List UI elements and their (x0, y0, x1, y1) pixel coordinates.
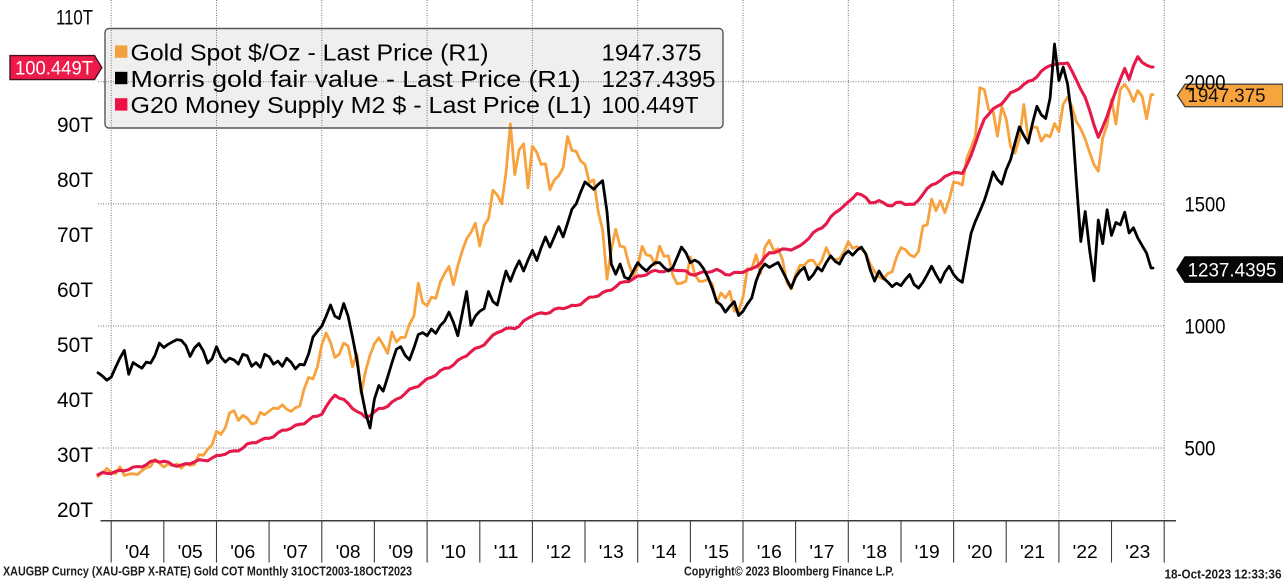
svg-text:Copyright© 2023 Bloomberg Fina: Copyright© 2023 Bloomberg Finance L.P. (684, 565, 894, 579)
svg-text:'19: '19 (915, 541, 940, 562)
svg-text:110T: 110T (56, 7, 93, 30)
svg-text:100.449T: 100.449T (602, 92, 699, 118)
svg-text:90T: 90T (57, 114, 93, 137)
svg-text:20T: 20T (57, 499, 93, 522)
svg-text:'13: '13 (599, 541, 624, 562)
svg-text:XAUGBP Curncy (XAU-GBP X-RATE): XAUGBP Curncy (XAU-GBP X-RATE) Gold COT … (3, 565, 412, 579)
svg-text:1947.375: 1947.375 (1188, 86, 1266, 107)
svg-text:50T: 50T (57, 334, 93, 357)
svg-text:'12: '12 (546, 541, 571, 562)
svg-text:'14: '14 (652, 541, 677, 562)
svg-text:2000: 2000 (1185, 71, 1226, 94)
svg-text:'08: '08 (336, 541, 361, 562)
svg-text:'11: '11 (494, 541, 519, 562)
svg-text:'09: '09 (388, 541, 413, 562)
svg-text:60T: 60T (57, 279, 93, 302)
svg-text:1000: 1000 (1185, 316, 1226, 339)
svg-text:1237.4395: 1237.4395 (1188, 261, 1277, 282)
svg-text:1237.4395: 1237.4395 (602, 66, 716, 92)
svg-text:'18: '18 (862, 541, 887, 562)
svg-text:Gold Spot $/Oz - Last Price (R: Gold Spot $/Oz - Last Price (R1) (131, 39, 489, 65)
svg-text:40T: 40T (57, 389, 93, 412)
svg-text:Morris gold fair value - Last: Morris gold fair value - Last Price (R1) (131, 66, 581, 92)
svg-text:100.449T: 100.449T (15, 58, 93, 79)
svg-text:'20: '20 (967, 541, 992, 562)
svg-text:'16: '16 (757, 541, 782, 562)
svg-text:'10: '10 (441, 541, 466, 562)
svg-text:'17: '17 (809, 541, 834, 562)
svg-text:18-Oct-2023 12:33:36: 18-Oct-2023 12:33:36 (1165, 568, 1282, 582)
svg-text:1500: 1500 (1185, 193, 1226, 216)
svg-text:30T: 30T (57, 444, 93, 467)
svg-text:'05: '05 (178, 541, 203, 562)
svg-text:1947.375: 1947.375 (602, 39, 702, 65)
svg-text:'21: '21 (1020, 541, 1045, 562)
svg-text:G20 Money Supply M2 $ - Last P: G20 Money Supply M2 $ - Last Price (L1) (131, 92, 592, 118)
svg-text:'22: '22 (1073, 541, 1098, 562)
svg-text:'07: '07 (283, 541, 308, 562)
svg-text:'15: '15 (704, 541, 729, 562)
svg-text:500: 500 (1185, 438, 1216, 461)
svg-text:'23: '23 (1125, 541, 1150, 562)
svg-text:70T: 70T (57, 224, 93, 247)
svg-text:80T: 80T (57, 169, 93, 192)
svg-text:'04: '04 (125, 541, 150, 562)
svg-text:'06: '06 (230, 541, 255, 562)
